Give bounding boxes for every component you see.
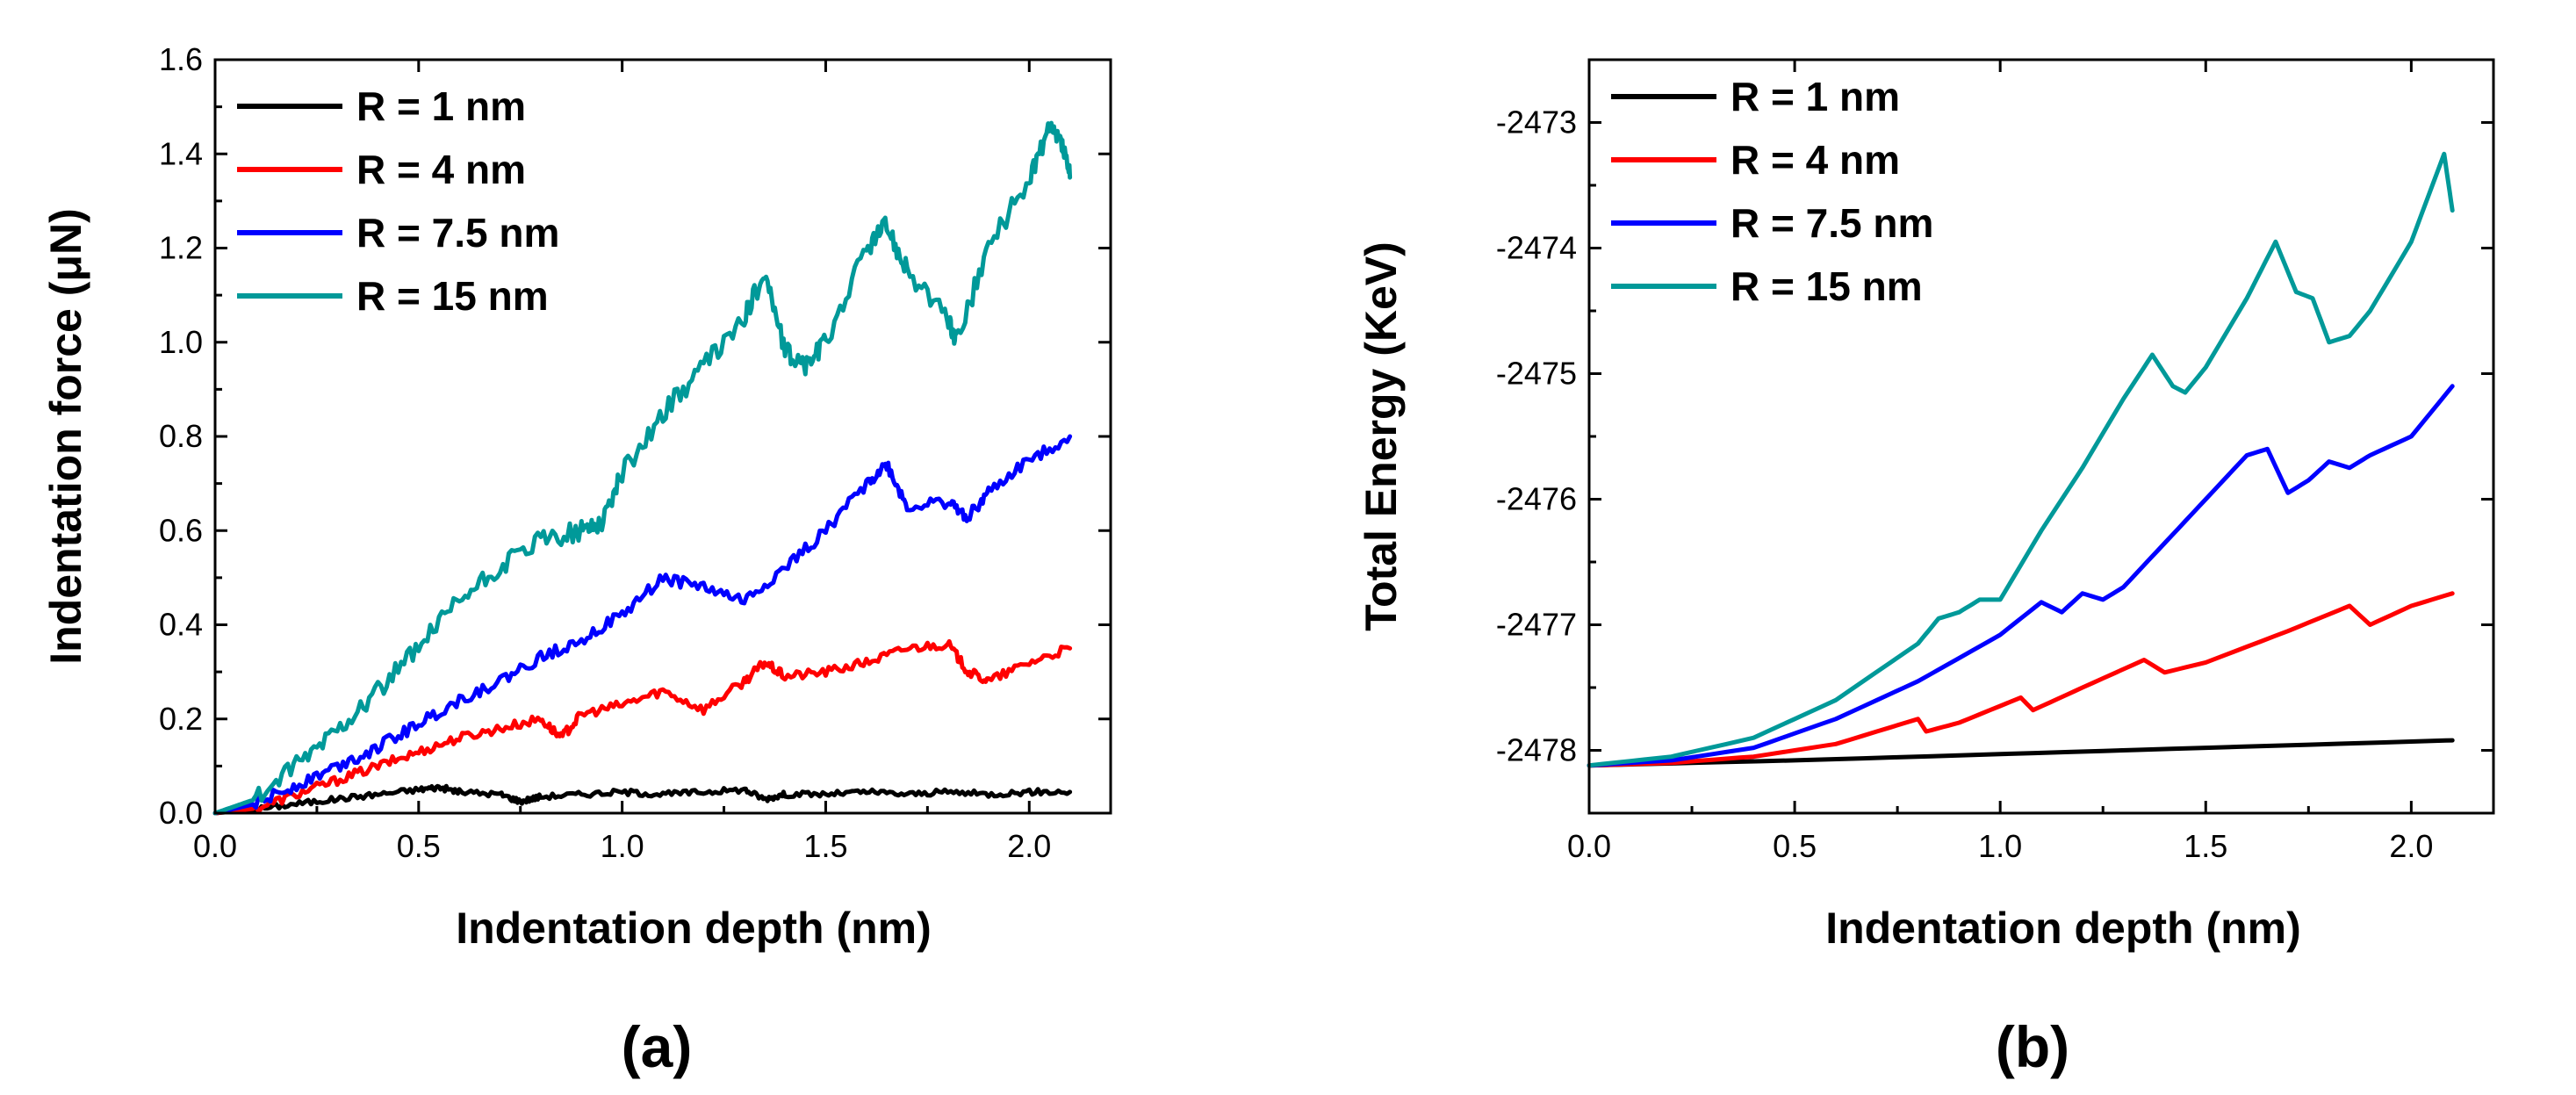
panel-b-x-tick-label: 1.0 — [1978, 828, 2022, 864]
panel-a-y-tick-label: 0.6 — [159, 512, 203, 548]
panel-b-y-tick-label: -2473 — [1496, 104, 1577, 140]
panel-b-series-line-4 — [1587, 151, 2455, 768]
panel-b-series-lines — [1587, 151, 2455, 768]
panel-b-series-line-1 — [1587, 738, 2455, 768]
panel-a-label: (a) — [622, 1014, 693, 1079]
panel-b-x-tick-label: 1.5 — [2184, 828, 2227, 864]
panel-b-y-tick-label: -2478 — [1496, 732, 1577, 768]
panel-b-plot-frame — [1587, 58, 2495, 815]
panel-b-x-tick-label: 0.5 — [1773, 828, 1817, 864]
panel-a-y-tick-label: 1.4 — [159, 135, 203, 171]
panel-a-x-tick-label: 0.0 — [193, 828, 237, 864]
panel-a-y-tick-label: 1.6 — [159, 41, 203, 77]
panel-b-x-tick-label: 2.0 — [2389, 828, 2433, 864]
panel-a-x-ticks: 0.0 0.5 1.0 1.5 2.0 — [193, 60, 1051, 864]
panel-a-legend: R = 1 nm R = 4 nm R = 7.5 nm R = 15 nm — [237, 83, 559, 319]
panel-a-legend-label-2: R = 4 nm — [356, 147, 526, 192]
panel-a-legend-label-1: R = 1 nm — [356, 83, 526, 129]
panel-a-y-tick-label: 0.2 — [159, 701, 203, 737]
panel-b-legend-label-2: R = 4 nm — [1731, 137, 1900, 183]
panel-b-legend-label-4: R = 15 nm — [1731, 263, 1923, 309]
panel-b-x-tick-label: 0.0 — [1567, 828, 1611, 864]
panel-b-y-tick-label: -2476 — [1496, 481, 1577, 517]
panel-a-series-line-1 — [212, 783, 1073, 816]
panel-b-series-line-2 — [1587, 591, 2455, 768]
panel-a-x-axis-title: Indentation depth (nm) — [456, 904, 932, 953]
panel-a-series-line-2 — [212, 638, 1073, 816]
panel-b-legend-label-1: R = 1 nm — [1731, 74, 1900, 119]
panel-b-y-axis-title: Total Energy (KeV) — [1356, 241, 1406, 631]
panel-a-x-tick-label: 1.0 — [601, 828, 644, 864]
panel-a-x-tick-label: 1.5 — [803, 828, 847, 864]
panel-a-y-tick-label: 0.0 — [159, 795, 203, 831]
panel-a-y-tick-label: 0.8 — [159, 418, 203, 454]
panel-b-series-line-3 — [1587, 384, 2455, 768]
panel-a-y-tick-label: 1.0 — [159, 324, 203, 360]
panel-a-y-ticks: 0.0 0.2 0.4 0.6 0.8 1.0 1.2 1.4 1.6 — [159, 41, 1111, 831]
panel-a-indentation-force: 0.0 0.5 1.0 1.5 2.0 0.0 0.2 0.4 0.6 0.8 1.0 1.2 1.4… — [41, 41, 1112, 1079]
panel-b-total-energy: 0.0 0.5 1.0 1.5 2.0 -2478-2477-2476-2475-247… — [1356, 58, 2495, 1079]
panel-a-series-lines — [212, 120, 1073, 816]
panel-b-legend: R = 1 nm R = 4 nm R = 7.5 nm R = 15 nm — [1611, 74, 1933, 309]
panel-a-y-tick-label: 0.4 — [159, 607, 203, 643]
panel-b-legend-label-3: R = 7.5 nm — [1731, 200, 1933, 246]
panel-a-x-tick-label: 0.5 — [397, 828, 441, 864]
panel-a-series-line-3 — [212, 434, 1073, 816]
panel-a-y-axis-title: Indentation force (μN) — [41, 208, 90, 664]
panel-b-y-tick-label: -2474 — [1496, 230, 1577, 266]
panel-a-legend-label-3: R = 7.5 nm — [356, 210, 559, 256]
panel-b-y-tick-label: -2475 — [1496, 356, 1577, 392]
panel-b-x-axis-title: Indentation depth (nm) — [1825, 904, 2301, 953]
panel-b-y-ticks: -2478 -2477 -2476 -2475 -2474 -2473 — [1496, 104, 2493, 768]
panel-a-x-tick-label: 2.0 — [1007, 828, 1051, 864]
panel-a-series-line-4 — [212, 120, 1073, 816]
panel-a-plot-frame — [213, 58, 1112, 815]
panel-b-label: (b) — [1996, 1014, 2069, 1079]
panel-a-legend-label-4: R = 15 nm — [356, 273, 549, 319]
panel-b-x-ticks: 0.0 0.5 1.0 1.5 2.0 — [1567, 60, 2433, 864]
panel-b-y-tick-label: -2477 — [1496, 607, 1577, 643]
panel-a-y-tick-label: 1.2 — [159, 230, 203, 266]
